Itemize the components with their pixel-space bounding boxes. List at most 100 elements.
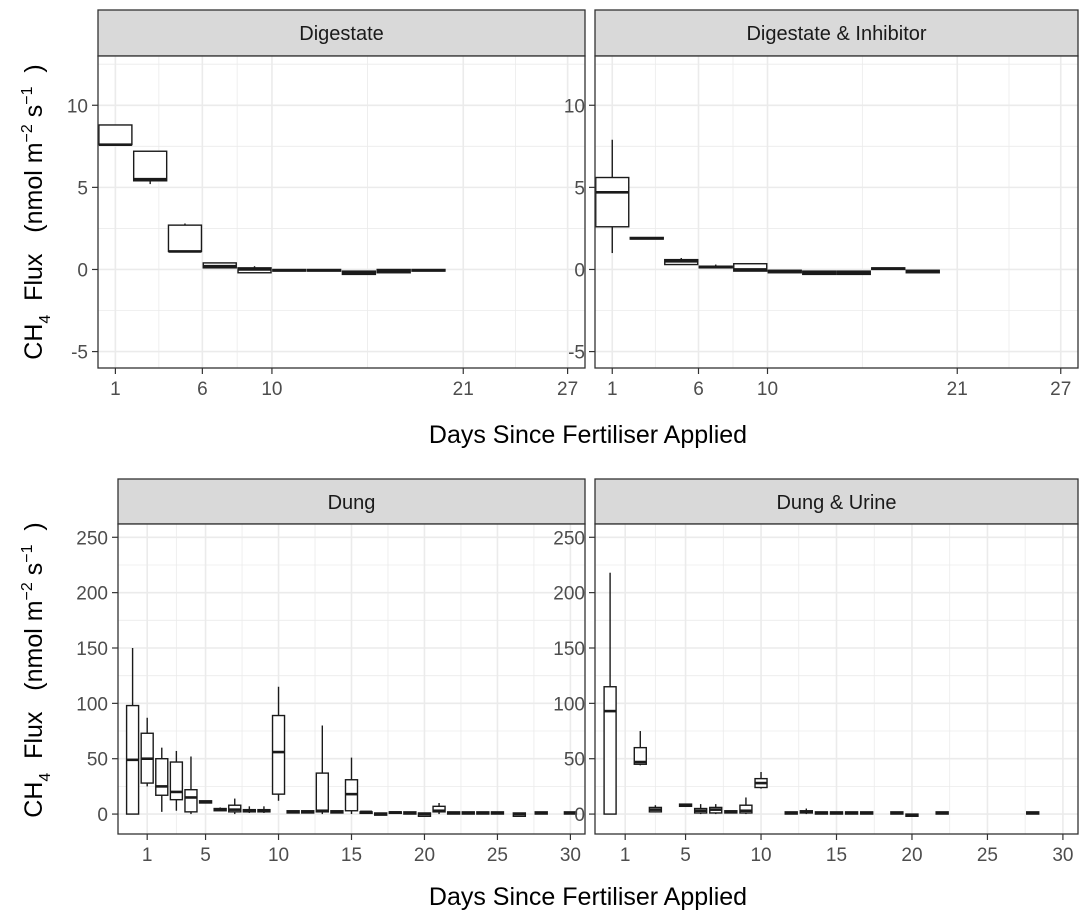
box [306,268,342,272]
box [563,811,578,815]
x-ticks-digestate: 1 6 10 21 27 [110,368,578,400]
box [709,804,723,815]
box [905,269,940,274]
box [228,798,242,815]
box-body [739,804,753,814]
x-tick-label: 30 [560,845,581,866]
y-tick-label: 100 [553,694,585,715]
y-label-sub4: 4 [37,315,54,324]
y-label-flux: Flux [20,253,48,301]
y-label-sub4: 4 [37,773,54,782]
y-ticks-dung: 0 50 100 150 200 250 [76,528,118,826]
box [132,150,168,185]
x-tick-label: 1 [110,379,121,400]
y-tick-label: 150 [76,639,108,660]
y-tick-label: 5 [574,178,585,199]
x-tick-label: 5 [200,845,211,866]
grid-digestate [98,56,585,368]
strip-digestate [97,9,586,57]
box [213,807,227,812]
box [237,266,272,274]
x-tick-label: 1 [620,845,631,866]
x-tick-label: 1 [142,845,153,866]
box [595,139,630,254]
box [871,267,906,271]
y-axis-title-bottom: CH4 Flux (nmol m−2 s−1 ) [19,522,54,817]
x-ticks-digestate-inhibitor: 1 6 10 21 27 [607,368,1071,400]
box [344,757,359,815]
strip-title-dung: Dung [328,492,376,514]
box [376,268,411,274]
boxes-digestate-inhibitor [595,139,940,276]
box [411,268,446,272]
box-body [184,789,198,813]
x-tick-label: 10 [757,379,778,400]
grid-dung-urine [595,524,1078,834]
y-label-close: ) [20,64,48,72]
panel-dung-urine: Dung & Urine 1 5 10 15 20 25 30 05010015020025… [553,478,1079,866]
x-tick-label: 15 [341,845,362,866]
box-body [98,124,133,146]
x-tick-label: 6 [693,379,704,400]
box [359,810,373,815]
y-ticks-digestate-inhibitor: -5 0 5 10 [564,96,595,364]
box [373,812,388,816]
svg-text:CH4 Flux (nmol m−2 s−1 ): CH4 Flux (nmol m−2 s−1 ) [19,522,54,817]
x-tick-label: 25 [977,845,998,866]
y-tick-label: 50 [564,750,585,771]
frame-digestate-inhibitor [594,55,1079,369]
y-tick-label: 0 [97,805,108,826]
box [890,811,904,815]
box-body [595,176,630,228]
box [802,270,837,276]
box [341,270,377,276]
y-label-close: ) [20,522,48,530]
x-tick-label: 10 [261,379,282,400]
box-body [315,772,330,813]
boxes-dung-urine [603,572,1040,817]
box [140,717,154,787]
box [490,811,505,815]
x-axis-title-top: Days Since Fertiliser Applied [429,421,747,449]
box [678,803,693,808]
y-label-flux: Flux [20,711,48,759]
box [257,806,271,813]
box [754,772,768,789]
strip-dung-urine [594,478,1079,525]
strip-title-digestate-inhibitor: Digestate & Inhibitor [746,23,926,45]
box [315,725,330,815]
box-body [603,686,617,815]
frame-digestate [97,55,586,369]
box [301,810,315,814]
grid-digestate-inhibitor [595,56,1078,368]
box [388,811,402,815]
y-tick-label: 0 [574,260,585,281]
box-body [167,224,203,253]
box [184,756,198,815]
strip-title-dung-urine: Dung & Urine [776,492,896,514]
box [476,811,490,815]
x-tick-label: 10 [750,845,771,866]
y-label-exp-m: −2 [19,124,36,142]
box [1026,811,1040,815]
box [432,803,446,815]
box [512,812,527,817]
box [844,811,859,815]
x-tick-label: 5 [680,845,691,866]
box [698,264,733,269]
box [403,811,417,815]
box [859,811,874,815]
x-tick-label: 1 [607,379,618,400]
box [905,813,919,817]
y-tick-label: 50 [87,750,108,771]
y-tick-label: 10 [67,96,88,117]
strip-title-digestate: Digestate [299,23,384,45]
y-label-ch: CH [20,782,48,818]
x-tick-label: 30 [1052,845,1073,866]
y-label-s: s [20,105,48,118]
x-tick-label: 10 [268,845,289,866]
x-tick-label: 20 [901,845,922,866]
box [167,223,203,253]
x-ticks-dung: 1 5 10 15 20 25 30 [142,834,581,866]
